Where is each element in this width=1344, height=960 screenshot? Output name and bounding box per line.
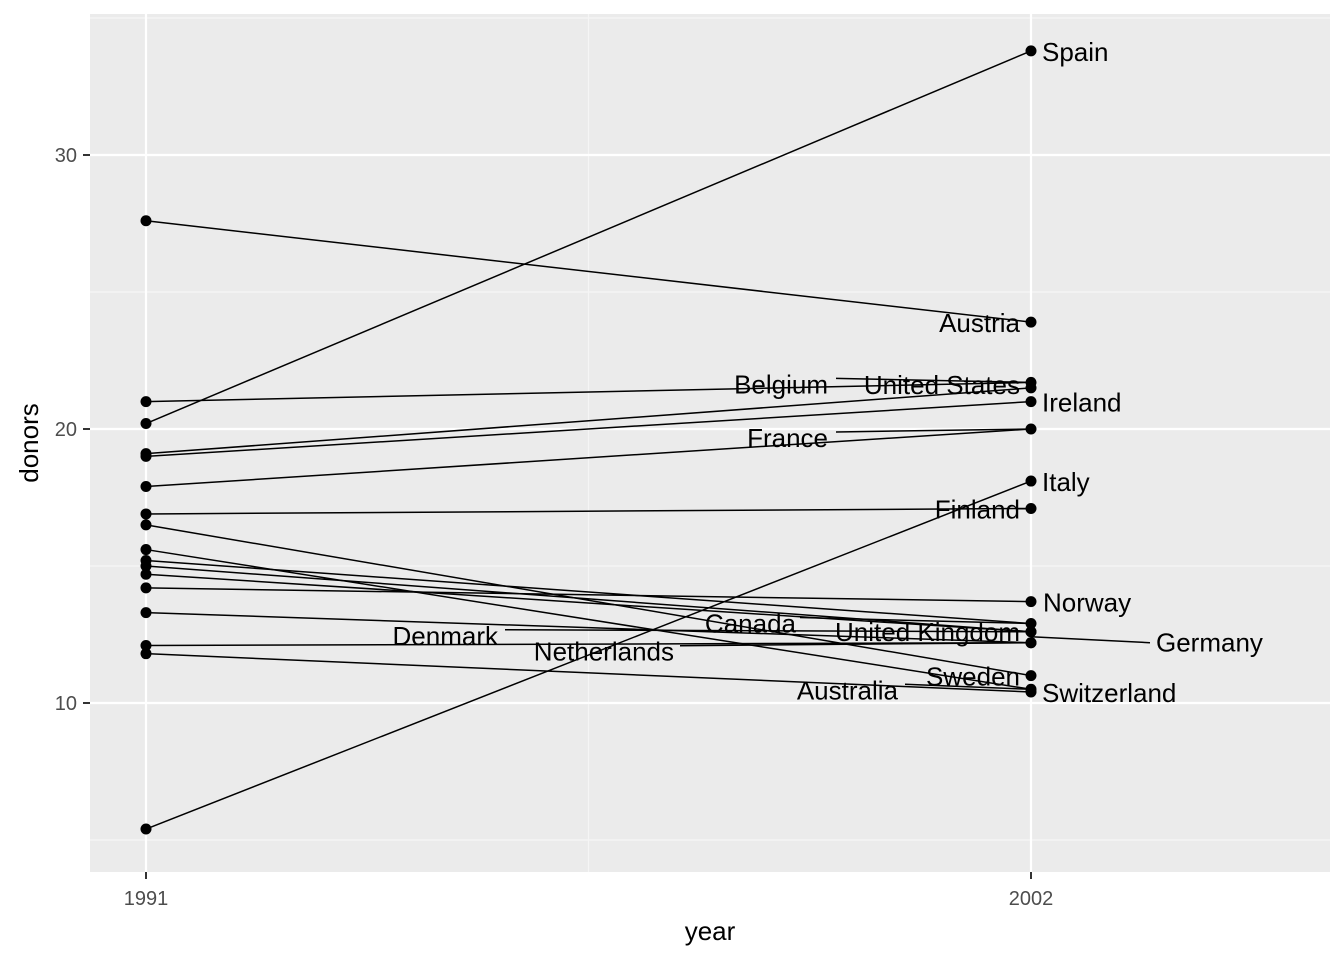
y-tick-label: 10 bbox=[55, 693, 77, 715]
point-ireland-2002 bbox=[1025, 396, 1037, 408]
country-labels: Spain Austria Belgium United States Ireland F… bbox=[393, 37, 1263, 708]
point-france-1991 bbox=[140, 481, 152, 493]
label-canada: Canada bbox=[705, 609, 797, 639]
label-netherlands: Netherlands bbox=[534, 637, 674, 667]
panel-background bbox=[90, 14, 1330, 872]
point-australia-1991 bbox=[140, 544, 152, 556]
point-austria-2002 bbox=[1025, 316, 1037, 328]
series-line-belgium bbox=[145, 381, 1032, 403]
connector-germany bbox=[1030, 635, 1151, 644]
point-spain-2002 bbox=[1025, 45, 1037, 57]
point-germany-1991 bbox=[140, 639, 152, 651]
series-line-norway bbox=[145, 587, 1032, 603]
label-connectors bbox=[504, 377, 1151, 691]
point-sweden-1991 bbox=[140, 519, 152, 531]
series-line-united-kingdom bbox=[145, 573, 1032, 633]
point-finland-1991 bbox=[140, 508, 152, 520]
point-switzerland-2002 bbox=[1025, 686, 1037, 698]
y-tick-label: 30 bbox=[55, 145, 77, 167]
point-italy-1991 bbox=[140, 823, 152, 835]
series-points bbox=[140, 45, 1037, 835]
series-line-ireland bbox=[145, 400, 1032, 458]
label-united-kingdom: United Kingdom bbox=[835, 617, 1020, 647]
series-line-spain bbox=[145, 50, 1032, 425]
point-netherlands-1991 bbox=[140, 607, 152, 619]
label-germany: Germany bbox=[1156, 628, 1263, 658]
x-axis-title: year bbox=[685, 916, 736, 946]
label-spain: Spain bbox=[1042, 37, 1109, 67]
connector-netherlands bbox=[679, 641, 1032, 647]
connector-belgium bbox=[835, 377, 1032, 384]
point-belgium-1991 bbox=[140, 396, 152, 408]
minor-gridlines bbox=[90, 14, 1330, 872]
series-line-finland bbox=[145, 507, 1032, 515]
label-finland: Finland bbox=[935, 494, 1020, 524]
label-ireland: Ireland bbox=[1042, 388, 1122, 418]
series-line-denmark bbox=[145, 565, 1032, 633]
point-italy-2002 bbox=[1025, 475, 1037, 487]
label-denmark: Denmark bbox=[393, 621, 499, 651]
point-austria-1991 bbox=[140, 215, 152, 227]
x-tick-label: 2002 bbox=[1009, 888, 1054, 910]
label-italy: Italy bbox=[1042, 467, 1090, 497]
x-tick-label: 1991 bbox=[124, 888, 169, 910]
point-united-kingdom-1991 bbox=[140, 568, 152, 580]
y-axis: 10 20 30 bbox=[55, 145, 90, 715]
point-switzerland-1991 bbox=[140, 648, 152, 660]
series-line-austria bbox=[145, 220, 1032, 323]
series-line-netherlands bbox=[145, 611, 1032, 644]
series-line-france bbox=[145, 428, 1032, 488]
series-line-italy bbox=[145, 480, 1032, 830]
point-norway-2002 bbox=[1025, 596, 1037, 608]
point-united-states-2002 bbox=[1025, 382, 1037, 394]
series-line-canada bbox=[145, 559, 1032, 625]
label-france: France bbox=[747, 423, 828, 453]
point-norway-1991 bbox=[140, 582, 152, 594]
point-finland-2002 bbox=[1025, 502, 1037, 514]
point-ireland-1991 bbox=[140, 450, 152, 462]
point-spain-1991 bbox=[140, 418, 152, 430]
connector-australia bbox=[904, 683, 1032, 691]
label-united-states: United States bbox=[864, 370, 1020, 400]
point-sweden-2002 bbox=[1025, 670, 1037, 682]
point-denmark-1991 bbox=[140, 560, 152, 572]
series-line-switzerland bbox=[145, 652, 1032, 693]
y-tick-label: 20 bbox=[55, 419, 77, 441]
label-australia: Australia bbox=[797, 675, 899, 705]
label-norway: Norway bbox=[1043, 588, 1131, 618]
connector-denmark bbox=[504, 629, 1032, 633]
connector-france bbox=[835, 428, 1032, 433]
label-switzerland: Switzerland bbox=[1042, 678, 1176, 708]
connector-canada bbox=[799, 616, 1032, 625]
label-belgium: Belgium bbox=[734, 369, 828, 399]
series-lines bbox=[145, 50, 1032, 830]
y-axis-title: donors bbox=[14, 403, 44, 483]
major-gridlines bbox=[90, 14, 1330, 872]
x-axis: 1991 2002 bbox=[124, 872, 1054, 910]
series-line-united-states bbox=[145, 387, 1032, 455]
series-line-australia bbox=[145, 548, 1032, 691]
label-austria: Austria bbox=[939, 308, 1020, 338]
series-line-sweden bbox=[145, 524, 1032, 677]
label-sweden: Sweden bbox=[926, 662, 1020, 692]
series-line-germany bbox=[145, 641, 1032, 647]
